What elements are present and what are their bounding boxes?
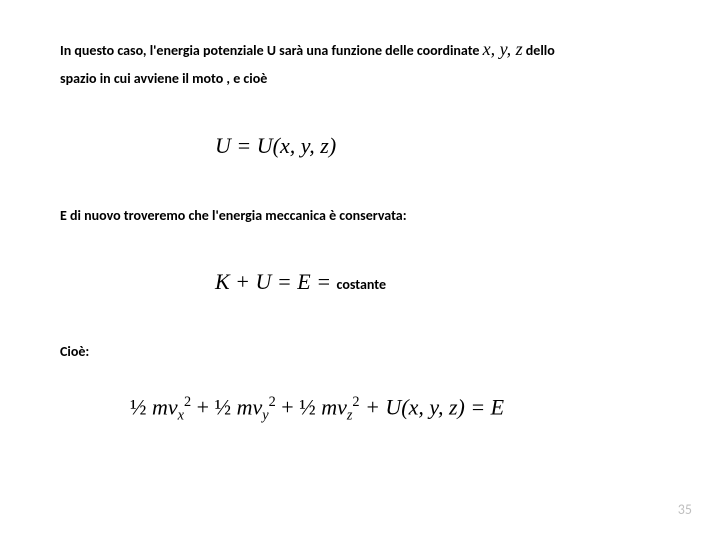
conservation-text: E di nuovo troveremo che l'energia mecca… (60, 207, 407, 224)
plus-1: + (191, 394, 214, 419)
sq-2: 2 (269, 394, 276, 410)
intro-paragraph: In questo caso, l'energia potenziale U s… (60, 32, 660, 93)
intro-text-b: dello (523, 42, 555, 59)
equation-u-text: U = U(x, y, z) (215, 133, 336, 158)
equation-kue-costante: costante (337, 276, 387, 293)
sub-z: z (347, 408, 353, 424)
half-3: ½ (299, 394, 321, 419)
mv-2: mv (237, 394, 263, 419)
cioe-text: Cioè: (60, 343, 89, 360)
half-1: ½ (130, 394, 152, 419)
equation-u: U = U(x, y, z) (215, 133, 660, 159)
plus-2: + (276, 394, 299, 419)
half-2: ½ (215, 394, 237, 419)
equation-kue-left: K + U = E = (215, 269, 337, 294)
equation-final: ½ mvx2 + ½ mvy2 + ½ mvz2 + U(x, y, z) = … (130, 394, 660, 425)
tail: + U(x, y, z) = E (360, 394, 505, 419)
intro-text-c: spazio in cui avviene il moto , e cioè (60, 70, 267, 87)
intro-vars: x, y, z (483, 39, 523, 59)
mv-1: mv (152, 394, 178, 419)
sub-x: x (178, 408, 184, 424)
equation-kue: K + U = E = costante (215, 269, 660, 295)
page-number: 35 (678, 501, 692, 518)
conservation-paragraph: E di nuovo troveremo che l'energia mecca… (60, 203, 660, 230)
intro-text-a: In questo caso, l'energia potenziale U s… (60, 42, 483, 59)
sq-3: 2 (352, 394, 359, 410)
sub-y: y (262, 408, 268, 424)
cioe-paragraph: Cioè: (60, 339, 660, 366)
slide-root: In questo caso, l'energia potenziale U s… (0, 0, 720, 540)
mv-3: mv (321, 394, 347, 419)
